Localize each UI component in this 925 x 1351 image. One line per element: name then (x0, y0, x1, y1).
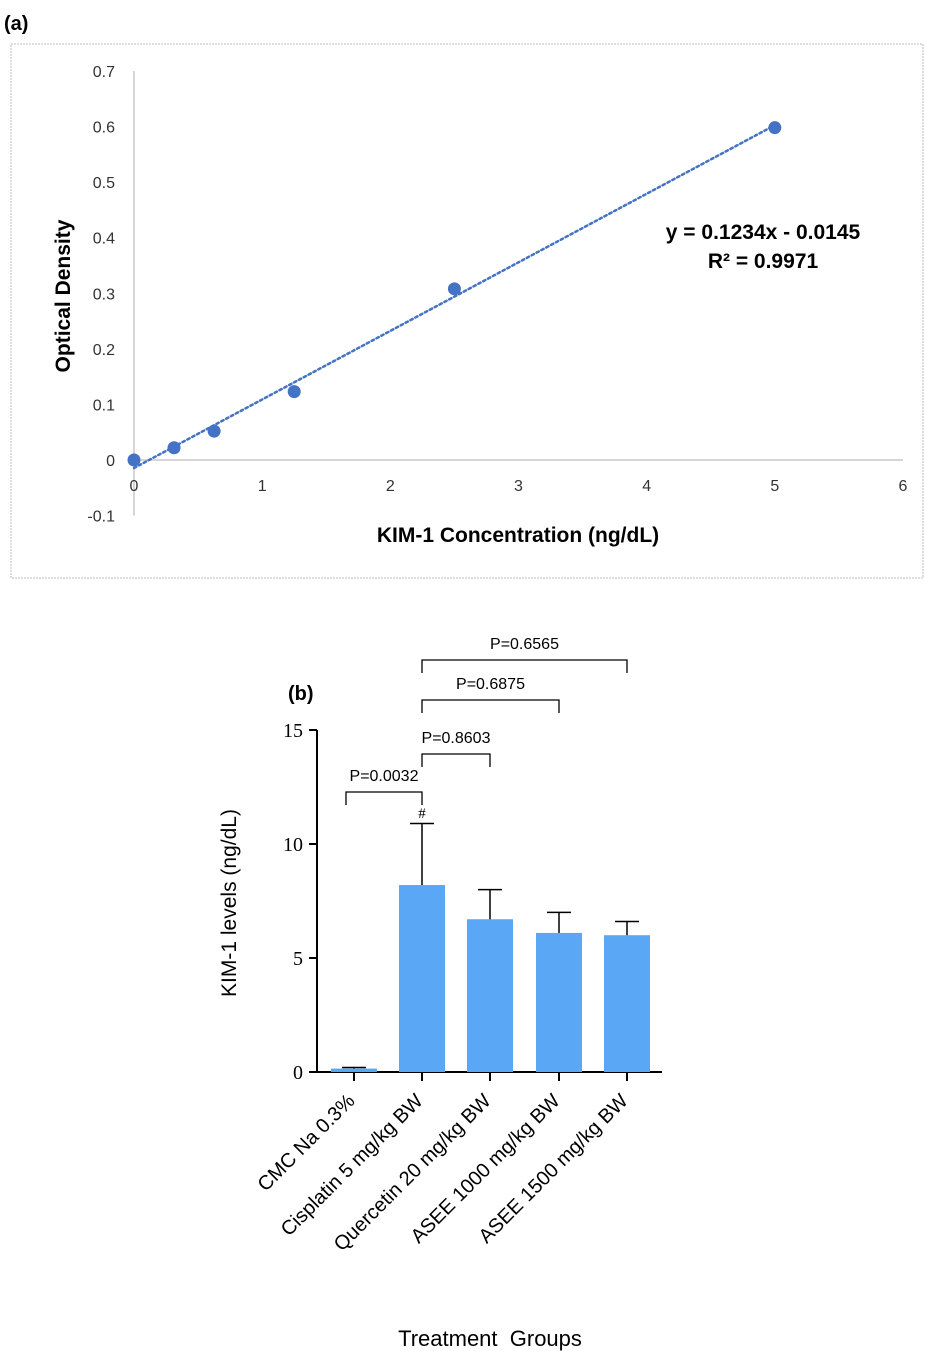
regression-equation: y = 0.1234x - 0.0145 (666, 221, 861, 244)
scatter-y-tick-label: -0.1 (87, 509, 115, 526)
comparison-bracket (421, 659, 628, 673)
error-bars (342, 822, 639, 1069)
scatter-y-tick-label: 0.7 (93, 64, 115, 81)
data-point (287, 385, 301, 399)
comparison-brackets: P=0.0032 P=0.8603 P=0.6875 P=0.6565 (345, 636, 628, 805)
scatter-trendline (132, 123, 777, 470)
panel-a-frame (10, 43, 924, 579)
scatter-x-tick-label: 1 (258, 478, 267, 495)
scatter-y-tick-label: 0.2 (93, 342, 115, 359)
scatter-x-tick-label: 2 (386, 478, 395, 495)
bar (331, 1068, 377, 1072)
trendline (132, 123, 777, 470)
scatter-y-tick-label: 0.3 (93, 286, 115, 303)
scatter-x-tick-label: 6 (899, 478, 908, 495)
bar-y-tick-label: 5 (293, 948, 303, 970)
scatter-x-tick-label: 5 (770, 478, 779, 495)
scatter-y-tick-label: 0.5 (93, 175, 115, 192)
bar-y-tick-label: 0 (293, 1062, 303, 1084)
comparison-p-value: P=0.8603 (422, 730, 491, 747)
comparison-bracket (345, 791, 423, 805)
comparison-p-value: P=0.6565 (490, 636, 559, 653)
bar-category-labels: CMC Na 0.3%Cisplatin 5 mg/kg BWQuercetin… (254, 1090, 633, 1256)
scatter-axes: 0 1 2 3 4 5 6 -0.1 0 0.1 0.2 0.3 0.4 0.5 0.6 0.7 (87, 64, 907, 526)
scatter-y-tick-label: 0.4 (93, 231, 115, 248)
scatter-x-tick-label: 4 (642, 478, 651, 495)
comparison-p-value: P=0.6875 (456, 676, 525, 693)
comparison-bracket (421, 753, 491, 767)
scatter-y-tick-label: 0.6 (93, 120, 115, 137)
scatter-y-axis-title: Optical Density (52, 219, 75, 372)
bar-y-tick-label: 10 (283, 834, 303, 856)
panel-b-label: (b) (288, 683, 314, 705)
bar-x-axis-title: Treatment Groups (398, 1326, 582, 1351)
data-point (447, 282, 461, 296)
significance-mark: # (418, 806, 426, 822)
r-squared-label: R² = 0.9971 (708, 250, 819, 273)
data-point (127, 453, 141, 467)
data-point (768, 121, 782, 135)
bar (536, 932, 582, 1072)
scatter-x-axis-title: KIM-1 Concentration (ng/dL) (377, 524, 659, 547)
panel-a-label: (a) (4, 13, 28, 35)
scatter-x-tick-label: 0 (130, 478, 139, 495)
data-point (207, 424, 221, 438)
scatter-x-tick-label: 3 (514, 478, 523, 495)
bar-y-axis-title: KIM-1 levels (ng/dL) (218, 809, 241, 997)
scatter-y-tick-label: 0.1 (93, 397, 115, 414)
bar (467, 919, 513, 1072)
scatter-y-tick-label: 0 (106, 453, 115, 470)
bar (604, 935, 650, 1072)
bar-series (331, 885, 650, 1072)
comparison-p-value: P=0.0032 (350, 768, 419, 785)
bar-y-tick-label: 15 (283, 720, 303, 742)
scatter-points (127, 121, 782, 467)
comparison-bracket (421, 699, 560, 713)
data-point (167, 441, 181, 455)
bar (399, 885, 445, 1072)
